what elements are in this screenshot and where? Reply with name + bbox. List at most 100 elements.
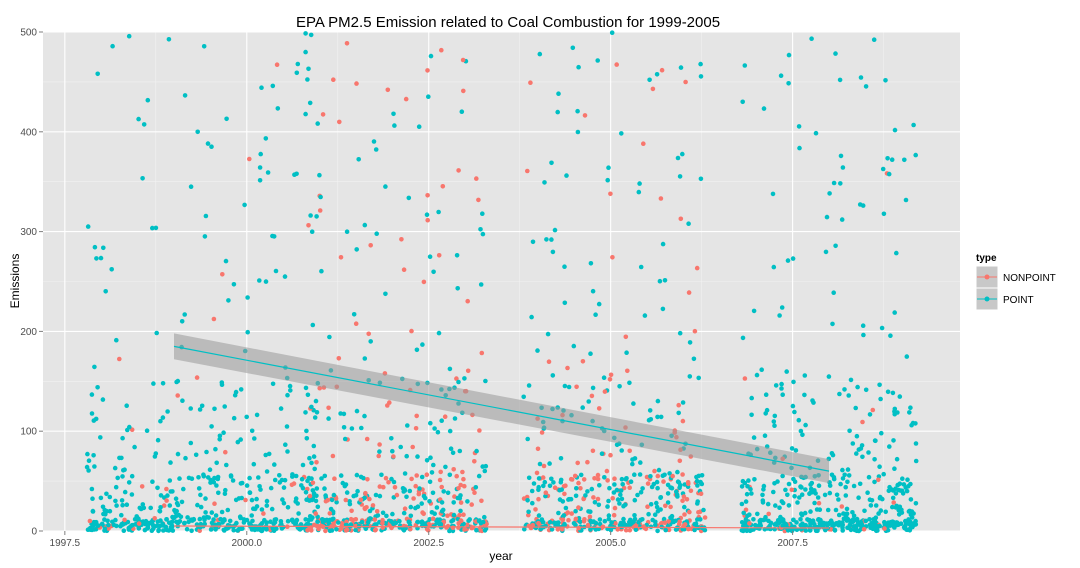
data-point-point xyxy=(311,454,317,459)
data-point-point xyxy=(913,441,919,446)
data-point-nonpoint xyxy=(314,460,319,465)
data-point-point xyxy=(379,472,384,478)
data-point-point xyxy=(198,492,203,498)
data-point-point xyxy=(869,498,875,503)
data-point-nonpoint xyxy=(426,528,431,533)
data-point-point xyxy=(902,157,907,163)
data-point-point xyxy=(117,455,122,461)
data-point-point xyxy=(223,258,229,264)
data-point-point xyxy=(94,256,99,261)
data-point-point xyxy=(827,191,832,196)
data-point-point xyxy=(658,495,663,501)
data-point-point xyxy=(322,486,327,491)
data-point-point xyxy=(424,458,430,463)
data-point-point xyxy=(857,481,863,487)
data-point-point xyxy=(252,436,257,441)
data-point-point xyxy=(628,479,634,485)
data-point-nonpoint xyxy=(456,486,461,491)
data-point-nonpoint xyxy=(590,448,596,454)
data-point-nonpoint xyxy=(702,515,708,520)
data-point-point xyxy=(815,495,821,500)
data-point-point xyxy=(285,449,290,454)
data-point-nonpoint xyxy=(380,517,385,523)
data-point-point xyxy=(542,479,548,485)
data-point-point xyxy=(573,522,578,528)
data-point-point xyxy=(305,77,310,82)
data-point-point xyxy=(561,513,567,518)
data-point-point xyxy=(209,144,214,149)
data-point-point xyxy=(550,249,556,255)
data-point-point xyxy=(322,473,328,479)
data-point-point xyxy=(269,506,275,512)
data-point-point xyxy=(913,152,918,158)
data-point-nonpoint xyxy=(576,525,581,531)
data-point-nonpoint xyxy=(891,500,896,505)
data-point-point xyxy=(642,313,648,318)
data-point-point xyxy=(766,518,771,524)
data-point-point xyxy=(836,497,841,502)
data-point-point xyxy=(114,503,119,508)
data-point-nonpoint xyxy=(243,497,248,503)
data-point-point xyxy=(119,498,125,503)
data-point-point xyxy=(263,452,269,458)
data-point-nonpoint xyxy=(645,481,651,486)
data-point-nonpoint xyxy=(474,176,479,181)
data-point-nonpoint xyxy=(614,62,619,67)
data-point-nonpoint xyxy=(307,493,313,499)
data-point-point xyxy=(419,501,425,506)
data-point-point xyxy=(755,511,760,517)
data-point-nonpoint xyxy=(461,476,466,482)
data-point-point xyxy=(638,460,643,465)
data-point-point xyxy=(655,528,660,534)
data-point-point xyxy=(653,522,658,528)
data-point-point xyxy=(892,466,897,472)
data-point-point xyxy=(451,512,457,518)
data-point-point xyxy=(588,351,593,357)
data-point-point xyxy=(114,337,119,343)
data-point-point xyxy=(536,476,542,481)
data-point-point xyxy=(202,234,208,239)
data-point-point xyxy=(168,460,173,465)
data-point-point xyxy=(792,409,797,415)
data-point-point xyxy=(863,518,869,524)
data-point-nonpoint xyxy=(391,454,396,459)
data-point-point xyxy=(889,522,895,527)
data-point-point xyxy=(455,495,461,501)
data-point-point xyxy=(176,512,182,518)
data-point-point xyxy=(621,503,626,509)
data-point-point xyxy=(867,517,872,522)
data-point-point xyxy=(120,435,125,441)
data-point-point xyxy=(189,517,194,522)
data-point-point xyxy=(264,527,269,532)
data-point-point xyxy=(867,412,873,417)
data-point-nonpoint xyxy=(595,472,601,478)
data-point-point xyxy=(427,517,433,522)
y-tick-label: 400 xyxy=(20,127,37,138)
data-point-point xyxy=(420,342,425,347)
data-point-point xyxy=(154,330,159,336)
data-point-point xyxy=(341,411,347,417)
data-point-point xyxy=(549,160,554,166)
data-point-point xyxy=(259,528,264,534)
data-point-nonpoint xyxy=(682,512,687,517)
data-point-point xyxy=(92,464,97,469)
data-point-point xyxy=(844,506,850,512)
data-point-point xyxy=(313,398,319,404)
data-point-nonpoint xyxy=(425,68,430,73)
data-point-nonpoint xyxy=(589,393,595,399)
data-point-point xyxy=(226,298,231,303)
data-point-point xyxy=(862,508,867,514)
data-point-nonpoint xyxy=(530,522,535,528)
data-point-point xyxy=(668,485,673,490)
data-point-point xyxy=(654,479,660,485)
data-point-nonpoint xyxy=(413,426,419,431)
data-point-point xyxy=(334,499,339,505)
data-point-point xyxy=(563,505,569,511)
data-point-nonpoint xyxy=(662,520,668,525)
data-point-point xyxy=(91,527,97,532)
data-point-point xyxy=(843,484,848,490)
data-point-point xyxy=(619,476,625,482)
data-point-nonpoint xyxy=(136,521,142,526)
data-point-point xyxy=(303,410,308,415)
data-point-point xyxy=(104,508,109,514)
